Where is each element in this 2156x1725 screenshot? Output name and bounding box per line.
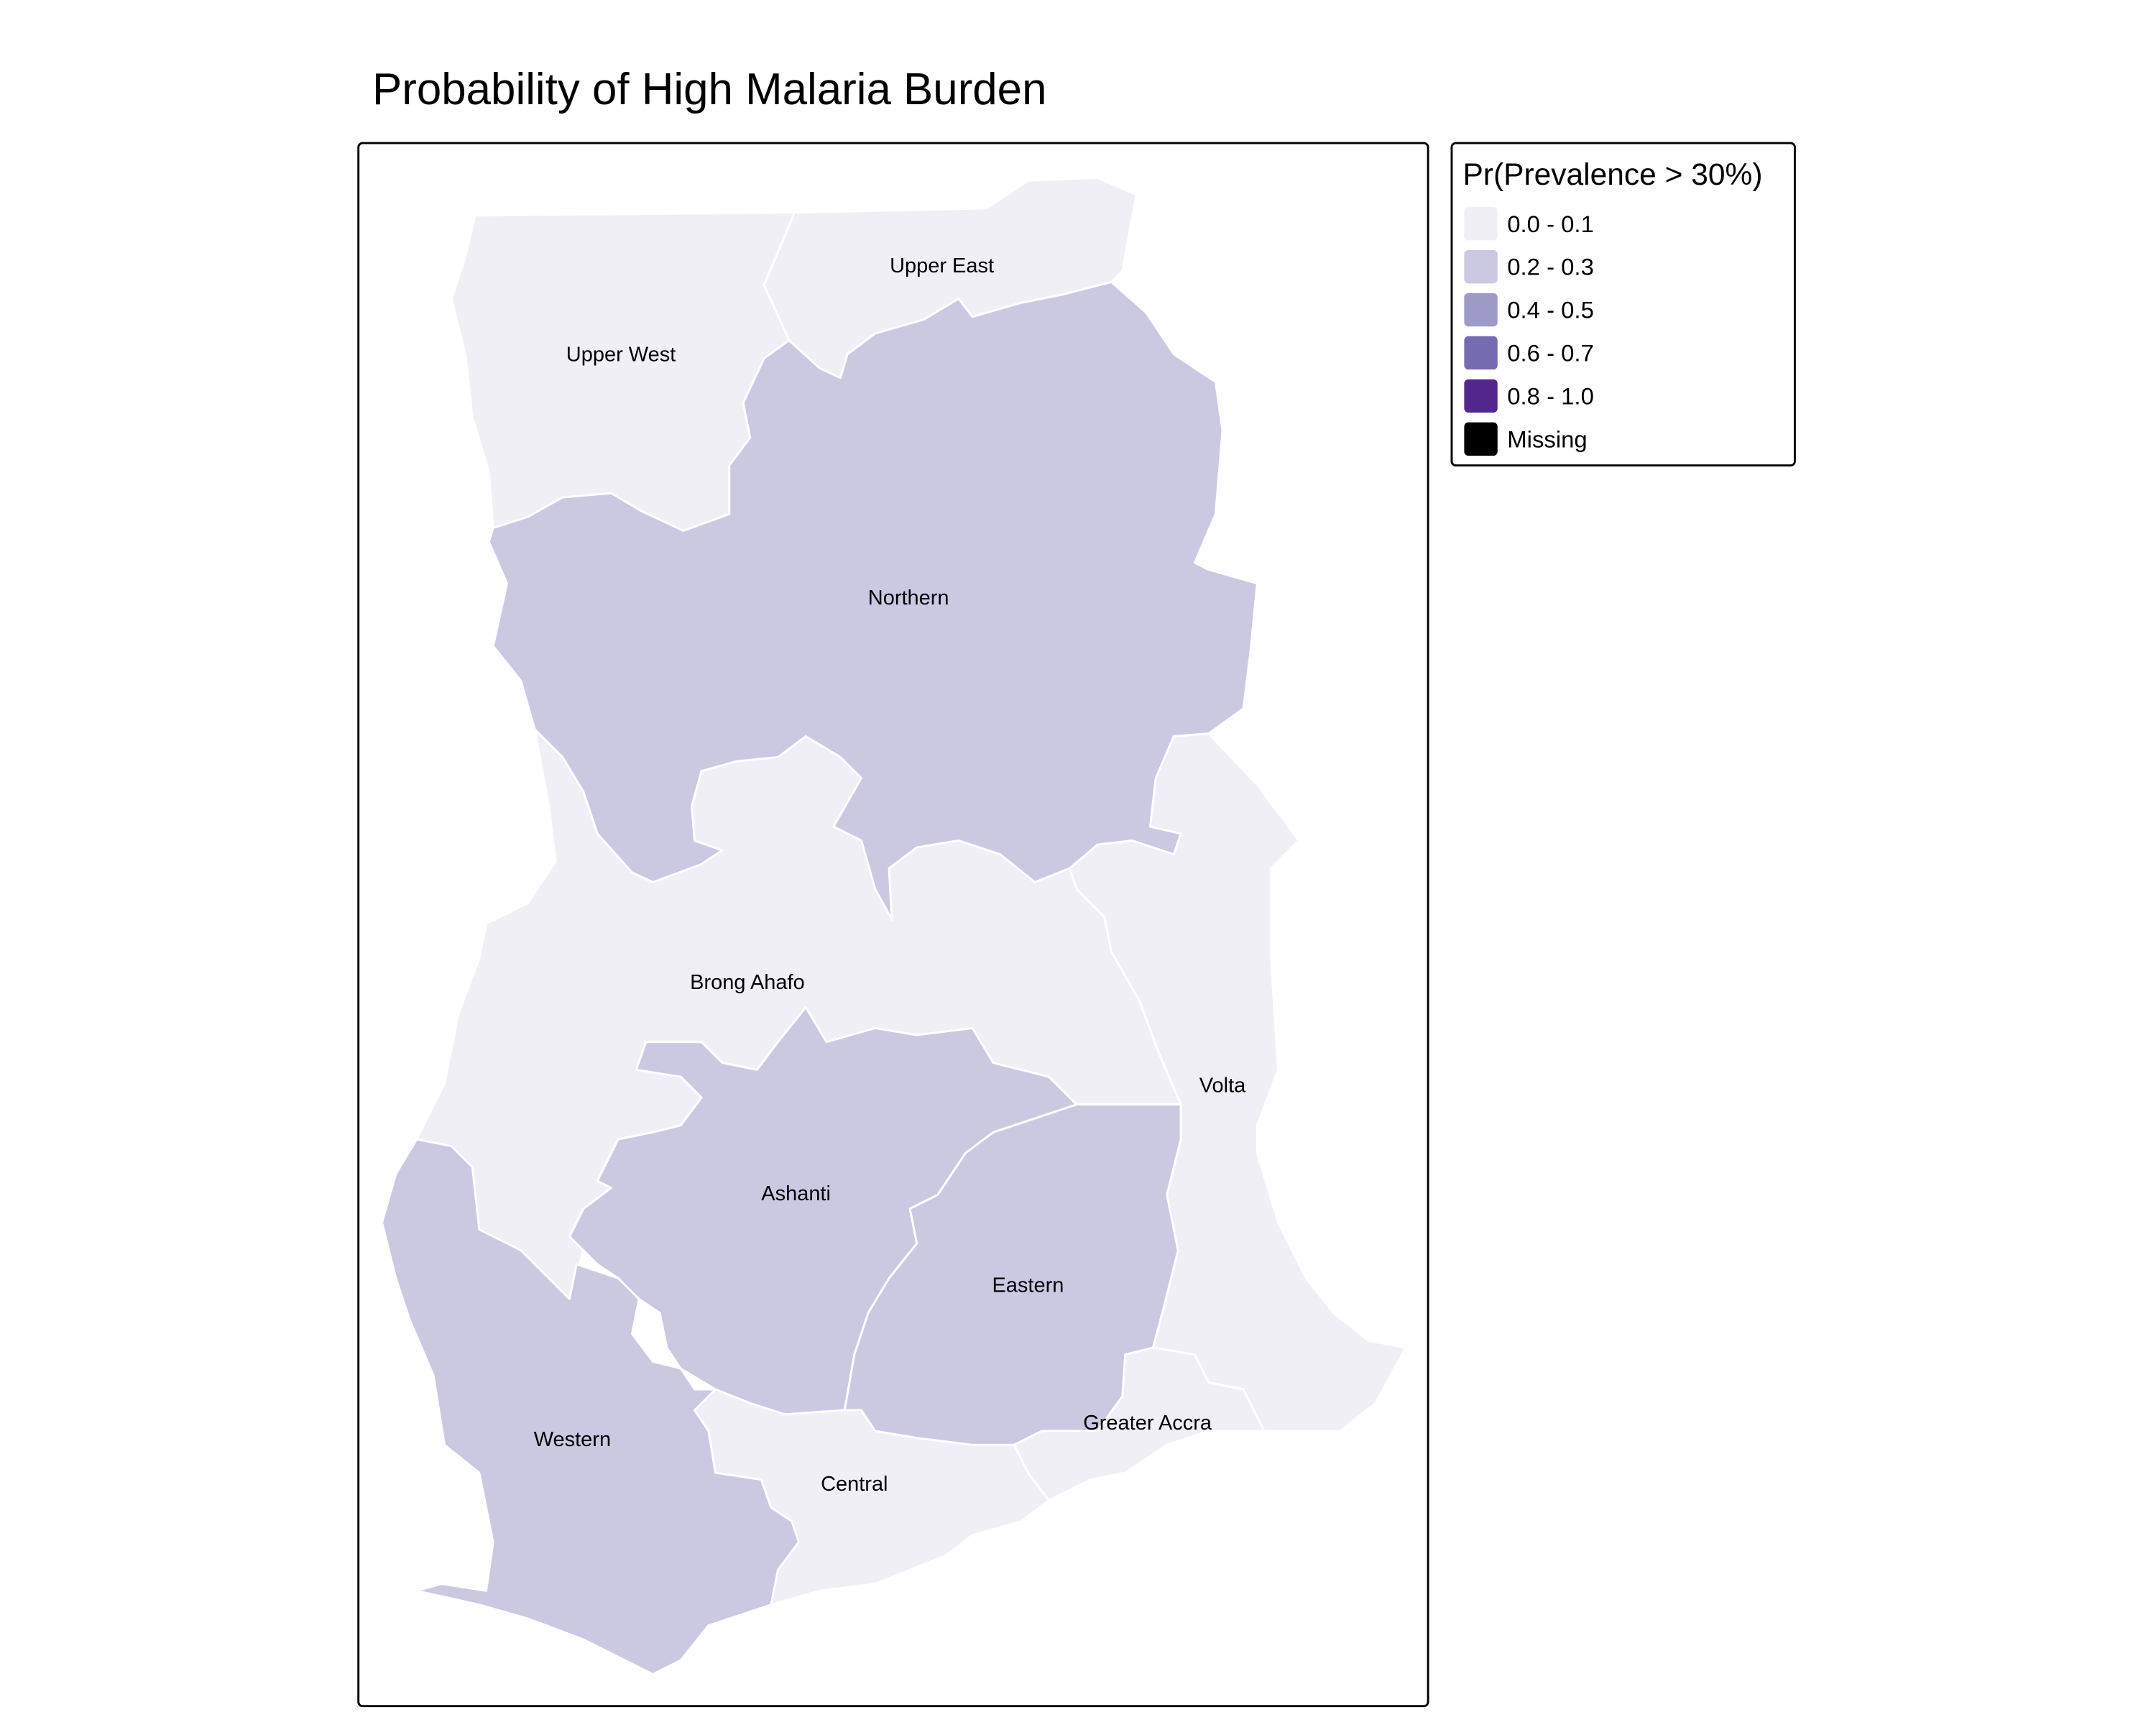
region-label: Central (821, 1473, 888, 1496)
legend-label: 0.6 - 0.7 (1507, 340, 1594, 367)
region-label: Western (534, 1428, 611, 1451)
region-label: Upper West (566, 344, 676, 367)
region-label: Greater Accra (1083, 1412, 1212, 1435)
legend-label: 0.8 - 1.0 (1507, 383, 1594, 410)
region (381, 1138, 800, 1675)
region (1013, 1346, 1266, 1502)
legend-swatch (1464, 379, 1498, 413)
legend-label: 0.4 - 0.5 (1507, 297, 1594, 323)
legend-swatch (1464, 336, 1498, 370)
region-labels: Upper West Upper East Northern Volta Brong A… (534, 254, 1246, 1496)
region-label: Brong Ahafo (690, 971, 805, 994)
legend-label: Missing (1507, 426, 1587, 452)
legend-box (1450, 142, 1796, 467)
legend-label: 0.0 - 0.1 (1507, 211, 1594, 237)
legend-label: 0.2 - 0.3 (1507, 254, 1594, 280)
regions (381, 176, 1407, 1675)
map-title: Probability of High Malaria Burden (372, 65, 1046, 114)
region-label: Northern (868, 586, 949, 610)
legend-swatch (1464, 422, 1498, 456)
legend-swatch (1464, 293, 1498, 327)
legend-swatch (1464, 207, 1498, 241)
legend-title: Pr(Prevalence > 30%) (1462, 158, 1762, 192)
region-label: Ashanti (761, 1182, 831, 1205)
region-label: Upper East (890, 254, 994, 277)
region-label: Eastern (992, 1274, 1064, 1297)
legend-items: 0.0 - 0.1 0.2 - 0.3 0.4 - 0.5 0.6 - 0.7 0.8 … (1464, 207, 1594, 456)
legend-swatch (1464, 249, 1498, 284)
region-label: Volta (1199, 1074, 1246, 1097)
